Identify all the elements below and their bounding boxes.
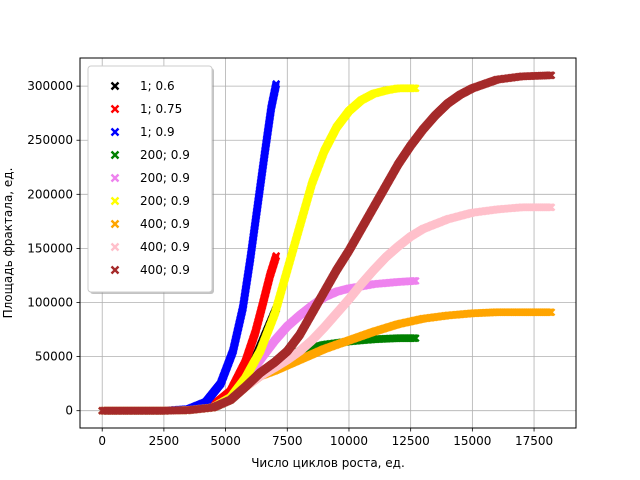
data-point xyxy=(547,71,556,80)
data-point xyxy=(547,203,556,212)
data-point xyxy=(547,308,556,317)
y-tick-label: 50000 xyxy=(35,350,73,364)
legend-label: 1; 0.75 xyxy=(140,102,182,116)
legend-label: 200; 0.9 xyxy=(140,148,190,162)
y-tick-label: 250000 xyxy=(27,133,73,147)
x-tick-label: 5000 xyxy=(210,434,241,448)
y-axis: 0 50000 100000 150000 200000 250000 300000 xyxy=(27,79,80,418)
legend-label: 200; 0.9 xyxy=(140,171,190,185)
plot-frame xyxy=(79,57,577,429)
legend-box xyxy=(87,65,213,293)
legend-label: 400; 0.9 xyxy=(140,240,190,254)
y-tick-label: 200000 xyxy=(27,187,73,201)
y-axis-label: Площадь фрактала, ед. xyxy=(1,168,15,319)
x-tick-label: 0 xyxy=(98,434,106,448)
data-point xyxy=(411,84,420,93)
legend-marker xyxy=(110,104,120,114)
legend-marker xyxy=(110,265,120,275)
legend-marker xyxy=(110,242,120,252)
x-tick-label: 12500 xyxy=(392,434,430,448)
legend-marker xyxy=(110,196,120,206)
data-point xyxy=(272,79,281,89)
x-tick-label: 2500 xyxy=(149,434,180,448)
legend-label: 400; 0.9 xyxy=(140,263,190,277)
legend-label: 1; 0.6 xyxy=(140,79,175,93)
x-tick-label: 15000 xyxy=(453,434,491,448)
data-point xyxy=(411,334,420,343)
data-point xyxy=(411,276,420,285)
legend-marker xyxy=(110,150,120,160)
legend-marker xyxy=(110,127,120,137)
series-9 xyxy=(98,71,556,415)
y-tick-label: 100000 xyxy=(27,296,73,310)
series-layer xyxy=(98,71,556,415)
legend-label: 400; 0.9 xyxy=(140,217,190,231)
data-point xyxy=(272,251,281,261)
y-tick-label: 300000 xyxy=(27,79,73,93)
legend-label: 1; 0.9 xyxy=(140,125,175,139)
y-tick-label: 0 xyxy=(65,404,73,418)
x-tick-label: 10000 xyxy=(330,434,368,448)
y-tick-label: 150000 xyxy=(27,241,73,255)
x-axis-label: Число циклов роста, ед. xyxy=(251,456,405,470)
legend: 1; 0.6 1; 0.75 1; 0.9 200; 0.9 200; 0.9 200; … xyxy=(87,65,214,294)
series-3 xyxy=(98,79,281,415)
legend-label: 200; 0.9 xyxy=(140,194,190,208)
legend-marker xyxy=(110,219,120,229)
legend-marker xyxy=(110,173,120,183)
x-tick-label: 17500 xyxy=(515,434,553,448)
legend-marker xyxy=(110,81,120,91)
x-tick-label: 7500 xyxy=(272,434,303,448)
x-axis: 0 2500 5000 7500 10000 12500 15000 17500 xyxy=(98,428,553,448)
